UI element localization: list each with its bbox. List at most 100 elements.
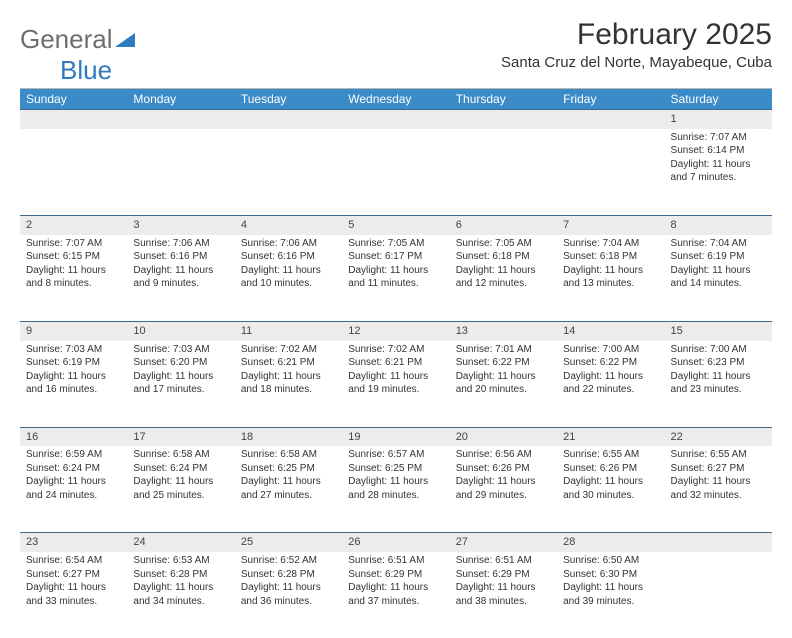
day-number: 3 <box>127 215 234 235</box>
day-cell-body: Sunrise: 7:04 AMSunset: 6:18 PMDaylight:… <box>557 235 664 295</box>
day-cell-body: Sunrise: 6:57 AMSunset: 6:25 PMDaylight:… <box>342 446 449 506</box>
sunset-line: Sunset: 6:15 PM <box>26 250 121 264</box>
day-cell: Sunrise: 7:07 AMSunset: 6:14 PMDaylight:… <box>665 129 772 215</box>
day-cell: Sunrise: 7:05 AMSunset: 6:17 PMDaylight:… <box>342 235 449 321</box>
daylight-line: Daylight: 11 hours and 27 minutes. <box>241 475 336 502</box>
day-cell: Sunrise: 7:03 AMSunset: 6:19 PMDaylight:… <box>20 341 127 427</box>
day-cell <box>665 552 772 638</box>
sunset-line: Sunset: 6:28 PM <box>241 568 336 582</box>
day-cell <box>342 129 449 215</box>
brand-word-2: Blue <box>20 55 772 86</box>
day-cell <box>450 129 557 215</box>
day-cell-body: Sunrise: 7:00 AMSunset: 6:23 PMDaylight:… <box>665 341 772 401</box>
sunset-line: Sunset: 6:14 PM <box>671 144 766 158</box>
day-cell-body: Sunrise: 7:06 AMSunset: 6:16 PMDaylight:… <box>235 235 342 295</box>
sunrise-line: Sunrise: 6:58 AM <box>241 448 336 462</box>
day-cell-body: Sunrise: 7:07 AMSunset: 6:15 PMDaylight:… <box>20 235 127 295</box>
sunrise-line: Sunrise: 6:55 AM <box>563 448 658 462</box>
day-cell: Sunrise: 6:51 AMSunset: 6:29 PMDaylight:… <box>450 552 557 638</box>
sunset-line: Sunset: 6:27 PM <box>26 568 121 582</box>
week-row: Sunrise: 6:59 AMSunset: 6:24 PMDaylight:… <box>20 446 772 532</box>
day-number: 1 <box>665 109 772 129</box>
sunrise-line: Sunrise: 7:06 AM <box>241 237 336 251</box>
daynum-row: 16171819202122 <box>20 427 772 447</box>
logo-triangle-icon <box>115 31 137 49</box>
day-number: 17 <box>127 427 234 447</box>
day-number: 23 <box>20 532 127 552</box>
sunrise-line: Sunrise: 6:58 AM <box>133 448 228 462</box>
day-cell-body: Sunrise: 6:56 AMSunset: 6:26 PMDaylight:… <box>450 446 557 506</box>
daylight-line: Daylight: 11 hours and 19 minutes. <box>348 370 443 397</box>
day-cell-body: Sunrise: 6:55 AMSunset: 6:27 PMDaylight:… <box>665 446 772 506</box>
calendar-table: SundayMondayTuesdayWednesdayThursdayFrid… <box>20 89 772 638</box>
sunset-line: Sunset: 6:25 PM <box>348 462 443 476</box>
day-cell <box>557 129 664 215</box>
day-number-empty <box>20 109 127 129</box>
day-number: 20 <box>450 427 557 447</box>
sunrise-line: Sunrise: 7:02 AM <box>241 343 336 357</box>
brand-logo: General <box>20 18 141 55</box>
sunset-line: Sunset: 6:29 PM <box>348 568 443 582</box>
day-cell-body: Sunrise: 6:52 AMSunset: 6:28 PMDaylight:… <box>235 552 342 612</box>
day-number-empty <box>342 109 449 129</box>
day-cell <box>127 129 234 215</box>
sunset-line: Sunset: 6:24 PM <box>133 462 228 476</box>
day-cell <box>20 129 127 215</box>
daylight-line: Daylight: 11 hours and 12 minutes. <box>456 264 551 291</box>
week-row: Sunrise: 7:07 AMSunset: 6:14 PMDaylight:… <box>20 129 772 215</box>
day-number: 4 <box>235 215 342 235</box>
day-header: Friday <box>557 89 664 109</box>
day-cell-body: Sunrise: 6:59 AMSunset: 6:24 PMDaylight:… <box>20 446 127 506</box>
day-header: Saturday <box>665 89 772 109</box>
day-number: 8 <box>665 215 772 235</box>
sunset-line: Sunset: 6:19 PM <box>671 250 766 264</box>
sunrise-line: Sunrise: 6:51 AM <box>348 554 443 568</box>
sunrise-line: Sunrise: 6:54 AM <box>26 554 121 568</box>
day-number: 18 <box>235 427 342 447</box>
sunrise-line: Sunrise: 6:53 AM <box>133 554 228 568</box>
day-cell: Sunrise: 7:01 AMSunset: 6:22 PMDaylight:… <box>450 341 557 427</box>
sunrise-line: Sunrise: 7:03 AM <box>133 343 228 357</box>
daynum-row: 1 <box>20 109 772 129</box>
sunrise-line: Sunrise: 6:50 AM <box>563 554 658 568</box>
day-cell: Sunrise: 6:54 AMSunset: 6:27 PMDaylight:… <box>20 552 127 638</box>
sunset-line: Sunset: 6:16 PM <box>133 250 228 264</box>
daylight-line: Daylight: 11 hours and 37 minutes. <box>348 581 443 608</box>
daylight-line: Daylight: 11 hours and 28 minutes. <box>348 475 443 502</box>
day-number: 22 <box>665 427 772 447</box>
sunset-line: Sunset: 6:23 PM <box>671 356 766 370</box>
sunset-line: Sunset: 6:18 PM <box>456 250 551 264</box>
day-number: 15 <box>665 321 772 341</box>
daylight-line: Daylight: 11 hours and 36 minutes. <box>241 581 336 608</box>
day-number: 14 <box>557 321 664 341</box>
day-number: 26 <box>342 532 449 552</box>
day-cell-body: Sunrise: 7:07 AMSunset: 6:14 PMDaylight:… <box>665 129 772 189</box>
day-cell-body: Sunrise: 7:03 AMSunset: 6:19 PMDaylight:… <box>20 341 127 401</box>
sunset-line: Sunset: 6:22 PM <box>456 356 551 370</box>
sunrise-line: Sunrise: 7:04 AM <box>671 237 766 251</box>
day-number: 10 <box>127 321 234 341</box>
day-number: 2 <box>20 215 127 235</box>
day-header: Wednesday <box>342 89 449 109</box>
day-number: 6 <box>450 215 557 235</box>
daylight-line: Daylight: 11 hours and 9 minutes. <box>133 264 228 291</box>
day-number: 25 <box>235 532 342 552</box>
day-cell-body: Sunrise: 7:00 AMSunset: 6:22 PMDaylight:… <box>557 341 664 401</box>
day-cell: Sunrise: 7:02 AMSunset: 6:21 PMDaylight:… <box>342 341 449 427</box>
day-cell-body: Sunrise: 6:51 AMSunset: 6:29 PMDaylight:… <box>342 552 449 612</box>
daylight-line: Daylight: 11 hours and 10 minutes. <box>241 264 336 291</box>
day-header: Sunday <box>20 89 127 109</box>
sunrise-line: Sunrise: 7:00 AM <box>563 343 658 357</box>
sunset-line: Sunset: 6:21 PM <box>241 356 336 370</box>
sunrise-line: Sunrise: 7:01 AM <box>456 343 551 357</box>
daylight-line: Daylight: 11 hours and 8 minutes. <box>26 264 121 291</box>
day-header: Monday <box>127 89 234 109</box>
daynum-row: 2345678 <box>20 215 772 235</box>
sunset-line: Sunset: 6:22 PM <box>563 356 658 370</box>
daylight-line: Daylight: 11 hours and 7 minutes. <box>671 158 766 185</box>
sunset-line: Sunset: 6:28 PM <box>133 568 228 582</box>
daylight-line: Daylight: 11 hours and 29 minutes. <box>456 475 551 502</box>
day-number-empty <box>557 109 664 129</box>
day-number-empty <box>450 109 557 129</box>
day-number-empty <box>127 109 234 129</box>
